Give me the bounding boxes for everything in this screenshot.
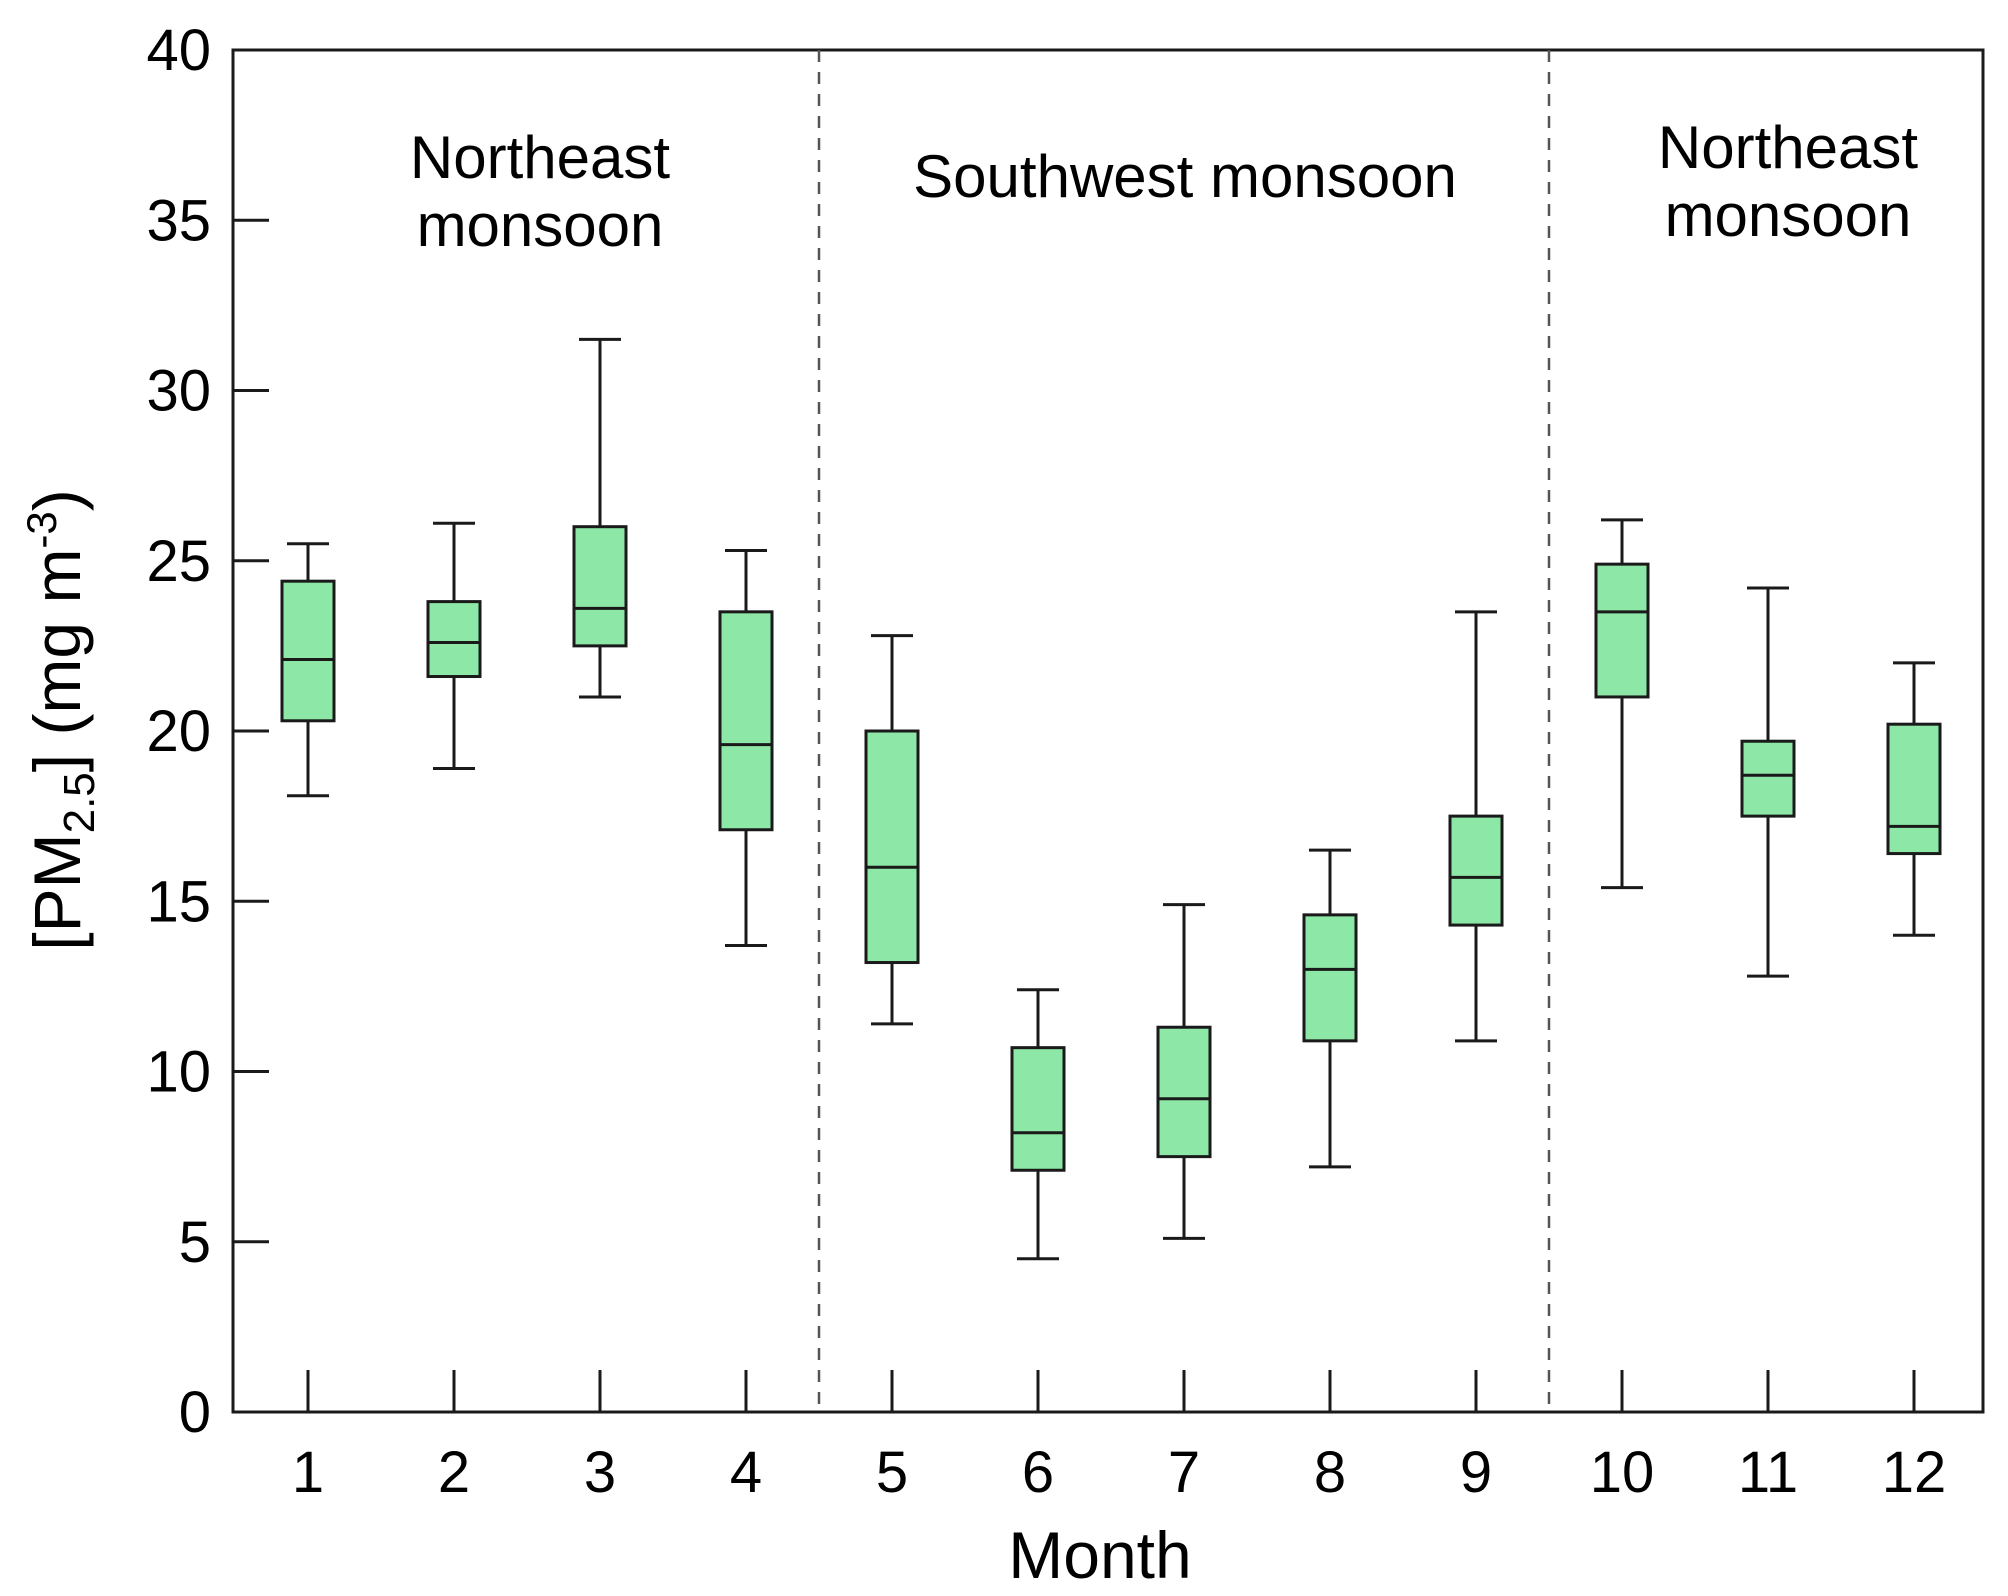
iqr-box [1156, 1025, 1212, 1159]
x-tick-label: 9 [1460, 1440, 1492, 1505]
northeast-monsoon-early-label: Northeast monsoon [410, 124, 670, 259]
box-month-5 [864, 634, 920, 1026]
iqr-box [1740, 739, 1796, 818]
southwest-monsoon-label: Southwest monsoon [913, 143, 1457, 210]
box-month-12 [1886, 661, 1942, 937]
y-axis-title-prefix: [PM [20, 833, 94, 950]
y-tick-label: 15 [146, 869, 211, 934]
box-month-6 [1010, 988, 1066, 1261]
y-tick-label: 35 [146, 188, 211, 253]
box-month-7 [1156, 903, 1212, 1240]
iqr-box [1886, 722, 1942, 856]
x-tick-label: 3 [584, 1440, 616, 1505]
y-tick-label: 30 [146, 359, 211, 424]
x-tick-label: 7 [1168, 1440, 1200, 1505]
iqr-box [572, 525, 628, 648]
y-axis-title: [PM2.5] (mg m-3) [18, 489, 104, 951]
plot-area [231, 48, 1985, 1414]
y-tick-label: 0 [179, 1380, 211, 1445]
x-tick-label: 11 [1738, 1440, 1798, 1505]
x-axis-title: Month [1008, 1518, 1191, 1592]
box-month-9 [1448, 610, 1504, 1043]
y-axis-title-mid: ] (mg m [20, 549, 94, 773]
x-tick-label: 8 [1314, 1440, 1346, 1505]
annotation-line: Southwest monsoon [913, 143, 1457, 210]
box-month-10 [1594, 518, 1650, 890]
y-tick-label: 20 [146, 699, 211, 764]
iqr-box [718, 610, 774, 832]
x-tick-label: 10 [1590, 1440, 1655, 1505]
y-axis-title-suffix: ) [20, 489, 94, 511]
annotation-line: Northeast [1658, 114, 1918, 181]
annotation-line: Northeast [410, 124, 670, 191]
iqr-box [1010, 1046, 1066, 1172]
x-tick-label: 6 [1022, 1440, 1054, 1505]
annotation-line: monsoon [1665, 182, 1912, 249]
box-month-8 [1302, 848, 1358, 1169]
x-tick-label: 1 [292, 1440, 324, 1505]
y-tick-label: 10 [146, 1040, 211, 1105]
iqr-box [1594, 562, 1650, 699]
northeast-monsoon-late-label: Northeast monsoon [1658, 114, 1918, 249]
iqr-box [1448, 814, 1504, 927]
iqr-box [1302, 913, 1358, 1043]
iqr-box [426, 600, 482, 679]
annotation-line: monsoon [417, 192, 664, 259]
box-month-3 [572, 337, 628, 699]
y-axis-title-sup: -3 [18, 511, 65, 548]
x-tick-label: 5 [876, 1440, 908, 1505]
y-tick-label: 40 [146, 18, 211, 83]
iqr-box [864, 729, 920, 965]
y-axis-title-sub: 2.5 [55, 772, 104, 833]
box-month-11 [1740, 586, 1796, 978]
iqr-box [280, 579, 336, 723]
x-tick-label: 4 [730, 1440, 762, 1505]
box-month-2 [426, 521, 482, 770]
y-tick-label: 5 [179, 1210, 211, 1275]
box-month-4 [718, 549, 774, 948]
y-tick-label: 25 [146, 529, 211, 594]
box-month-1 [280, 542, 336, 798]
x-tick-label: 2 [438, 1440, 470, 1505]
x-tick-label: 12 [1882, 1440, 1947, 1505]
